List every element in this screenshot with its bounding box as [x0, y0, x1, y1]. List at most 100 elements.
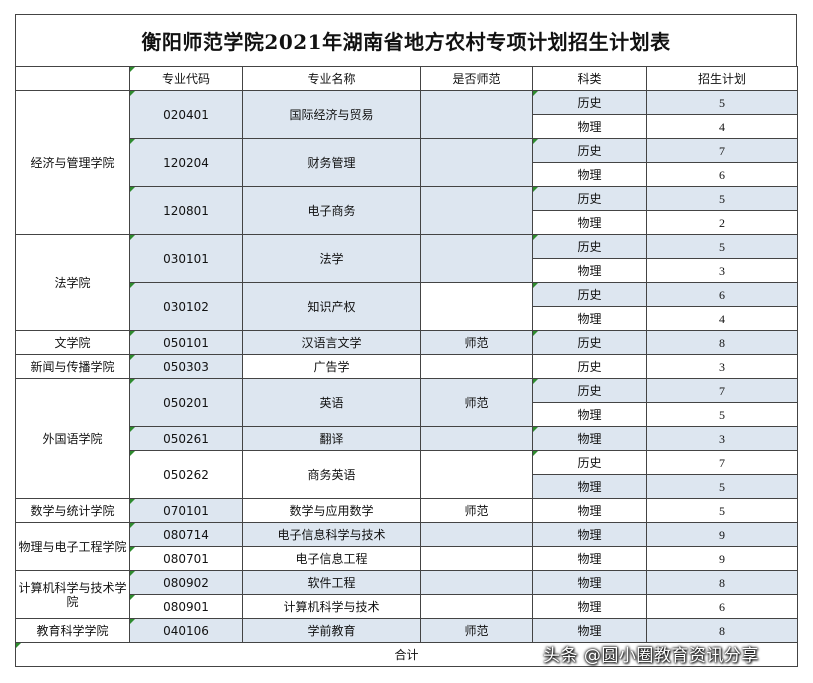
table-row: 教育科学学院 040106 学前教育 师范 物理 8: [15, 618, 798, 643]
normal-cell: [420, 282, 533, 331]
subject-cell: 物理: [532, 258, 647, 283]
normal-cell: [420, 426, 533, 451]
major-name-cell: 广告学: [242, 354, 421, 379]
table-row: 050262 商务英语 历史 7: [16, 450, 798, 499]
major-code-cell: 070101: [129, 498, 243, 523]
major-code-cell: 050262: [129, 450, 243, 499]
major-name-cell: 学前教育: [242, 618, 421, 643]
table-row: 物理 3: [16, 258, 798, 283]
subject-cell: 物理: [532, 402, 647, 427]
plan-cell: 5: [646, 402, 798, 427]
header-code: 专业代码: [129, 66, 243, 91]
normal-cell: [420, 450, 533, 499]
normal-cell: [420, 90, 533, 139]
table-row: 物理与电子工程学院 080714 电子信息科学与技术 物理 9: [15, 522, 798, 571]
major-name-cell: 电子信息工程: [242, 546, 421, 571]
major-name-cell: 汉语言文学: [242, 330, 421, 355]
plan-cell: 5: [646, 234, 798, 259]
plan-cell: 5: [646, 186, 798, 211]
plan-cell: 5: [646, 90, 798, 115]
total-label: 合计: [15, 642, 798, 667]
subject-cell: 历史: [532, 354, 647, 379]
college-cell: 数学与统计学院: [15, 498, 130, 523]
major-code-cell: 030101: [129, 234, 243, 283]
plan-cell: 3: [646, 258, 798, 283]
college-cell: 法学院: [15, 234, 130, 331]
major-code-cell: 050261: [129, 426, 243, 451]
table-row: 物理 4: [16, 306, 798, 331]
major-code-cell: 050303: [129, 354, 243, 379]
college-cell: 物理与电子工程学院: [15, 522, 130, 571]
major-name-cell: 数学与应用数学: [242, 498, 421, 523]
subject-cell: 物理: [532, 426, 647, 451]
table-row: 120204 财务管理 历史 7: [16, 138, 798, 187]
plan-cell: 9: [646, 522, 798, 547]
college-cell: 教育科学学院: [15, 618, 130, 643]
major-code-cell: 050201: [129, 378, 243, 427]
subject-cell: 物理: [532, 522, 647, 547]
major-name-cell: 计算机科学与技术: [242, 594, 421, 619]
plan-cell: 8: [646, 618, 798, 643]
header-plan: 招生计划: [646, 66, 798, 91]
college-cell: 外国语学院: [15, 378, 130, 499]
major-name-cell: 财务管理: [242, 138, 421, 187]
table-row: 080701 电子信息工程 物理 9: [16, 546, 798, 571]
subject-cell: 物理: [532, 210, 647, 235]
table-row: 文学院 050101 汉语言文学 师范 历史 8: [15, 330, 798, 355]
plan-cell: 4: [646, 114, 798, 139]
header-college: [15, 66, 130, 91]
table-row: 物理 5: [16, 474, 798, 499]
normal-cell: [420, 570, 533, 595]
subject-cell: 历史: [532, 450, 647, 475]
table-row: 数学与统计学院 070101 数学与应用数学 师范 物理 5: [15, 498, 798, 523]
table-row: 物理 6: [16, 162, 798, 187]
table-row: 计算机科学与技术学院 080902 软件工程 物理 8: [15, 570, 798, 619]
subject-cell: 历史: [532, 234, 647, 259]
normal-cell: [420, 546, 533, 571]
college-cell: 新闻与传播学院: [15, 354, 130, 379]
table-row: 080901 计算机科学与技术 物理 6: [16, 594, 798, 619]
major-name-cell: 电子信息科学与技术: [242, 522, 421, 547]
normal-cell: [420, 138, 533, 187]
normal-cell: [420, 522, 533, 547]
subject-cell: 历史: [532, 282, 647, 307]
college-cell: 计算机科学与技术学院: [15, 570, 130, 619]
table-title-box: 衡阳师范学院2021年湖南省地方农村专项计划招生计划表: [15, 14, 797, 66]
plan-cell: 5: [646, 474, 798, 499]
major-name-cell: 法学: [242, 234, 421, 283]
header-normal: 是否师范: [420, 66, 533, 91]
plan-cell: 3: [646, 354, 798, 379]
normal-cell: [420, 354, 533, 379]
header-subject: 科类: [532, 66, 647, 91]
major-code-cell: 020401: [129, 90, 243, 139]
subject-cell: 物理: [532, 114, 647, 139]
plan-cell: 7: [646, 450, 798, 475]
college-cell: 经济与管理学院: [15, 90, 130, 235]
normal-cell: 师范: [420, 498, 533, 523]
subject-cell: 历史: [532, 378, 647, 403]
table-row: 新闻与传播学院 050303 广告学 历史 3: [15, 354, 798, 379]
header-name: 专业名称: [242, 66, 421, 91]
major-name-cell: 国际经济与贸易: [242, 90, 421, 139]
plan-cell: 7: [646, 378, 798, 403]
plan-cell: 3: [646, 426, 798, 451]
major-code-cell: 080701: [129, 546, 243, 571]
subject-cell: 物理: [532, 306, 647, 331]
table-row: 050261 翻译 物理 3: [16, 426, 798, 451]
subject-cell: 物理: [532, 498, 647, 523]
plan-cell: 8: [646, 570, 798, 595]
plan-cell: 2: [646, 210, 798, 235]
normal-cell: [420, 234, 533, 283]
page-title: 衡阳师范学院2021年湖南省地方农村专项计划招生计划表: [141, 30, 671, 54]
table-row: 外国语学院 050201 英语 师范 历史 7: [15, 378, 798, 499]
subject-cell: 物理: [532, 570, 647, 595]
plan-cell: 6: [646, 282, 798, 307]
major-name-cell: 知识产权: [242, 282, 421, 331]
subject-cell: 物理: [532, 474, 647, 499]
major-code-cell: 080901: [129, 594, 243, 619]
major-code-cell: 050101: [129, 330, 243, 355]
table-row: 120801 电子商务 历史 5: [16, 186, 798, 235]
normal-cell: [420, 594, 533, 619]
normal-cell: 师范: [420, 378, 533, 427]
plan-cell: 6: [646, 594, 798, 619]
